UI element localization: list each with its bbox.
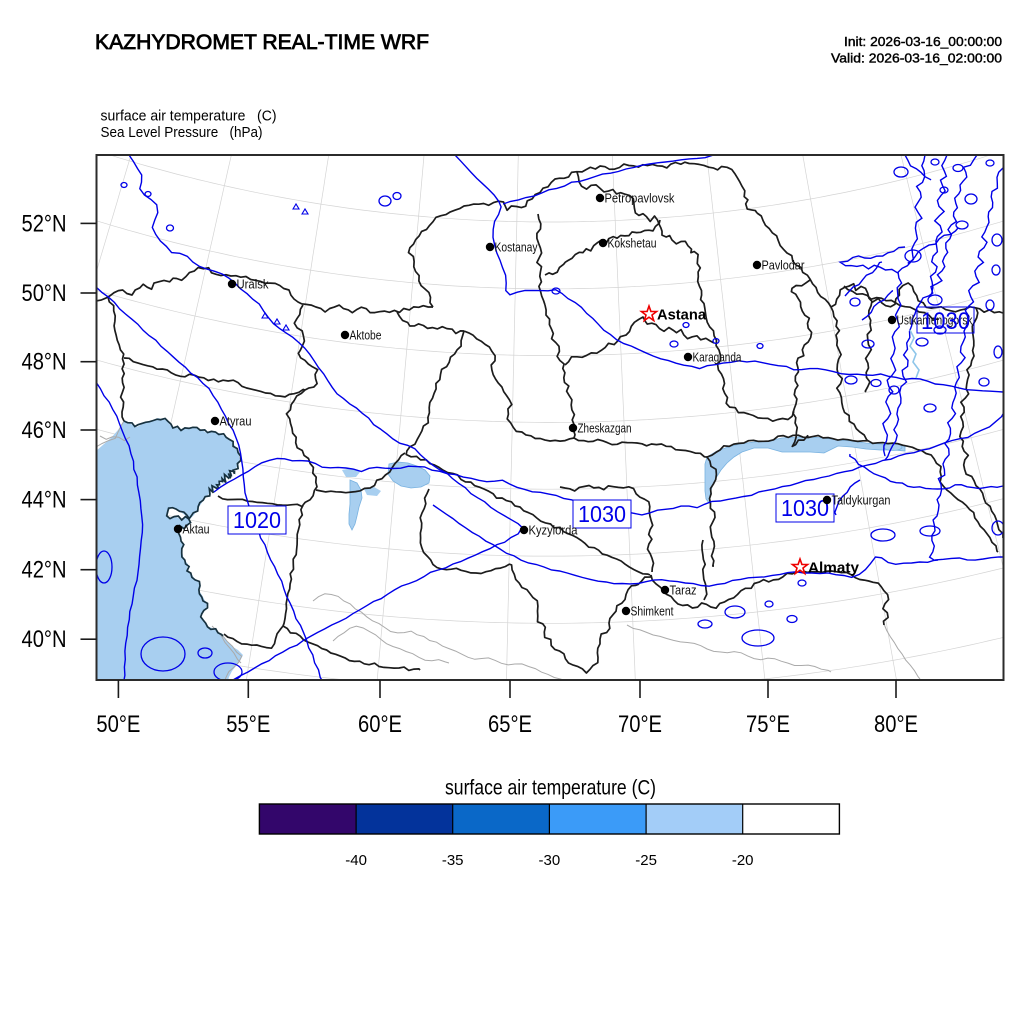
svg-text:50°N: 50°N: [22, 280, 67, 307]
svg-text:1030: 1030: [921, 308, 970, 335]
svg-text:-20: -20: [732, 852, 754, 869]
svg-text:Atyrau: Atyrau: [220, 414, 252, 429]
svg-text:Init: 2026-03-16_00:00:00: Init: 2026-03-16_00:00:00: [844, 35, 1002, 49]
svg-text:Kyzylorda: Kyzylorda: [529, 523, 579, 538]
svg-text:52°N: 52°N: [22, 210, 67, 237]
svg-text:Pavlodar: Pavlodar: [762, 258, 806, 273]
svg-text:75°E: 75°E: [746, 711, 790, 738]
svg-text:Almaty: Almaty: [808, 561, 859, 577]
svg-text:55°E: 55°E: [226, 711, 270, 738]
svg-text:Uralsk: Uralsk: [237, 277, 269, 292]
svg-text:60°E: 60°E: [358, 711, 402, 738]
svg-text:Sea Level Pressure (hPa): Sea Level Pressure (hPa): [101, 125, 263, 141]
svg-text:Petropavlovsk: Petropavlovsk: [605, 191, 675, 206]
svg-text:Ustkamenogorsk: Ustkamenogorsk: [897, 313, 973, 328]
svg-text:Astana: Astana: [657, 308, 707, 324]
svg-text:Karaganda: Karaganda: [693, 350, 743, 365]
svg-text:Taldykurgan: Taldykurgan: [832, 493, 891, 508]
svg-text:46°N: 46°N: [22, 417, 67, 444]
svg-text:Taraz: Taraz: [670, 583, 697, 598]
svg-text:-40: -40: [345, 852, 367, 869]
svg-text:80°E: 80°E: [874, 711, 918, 738]
svg-text:1020: 1020: [233, 507, 281, 533]
svg-text:Aktobe: Aktobe: [350, 328, 382, 343]
svg-text:-25: -25: [635, 852, 657, 869]
svg-text:Valid: 2026-03-16_02:00:00: Valid: 2026-03-16_02:00:00: [831, 52, 1002, 66]
svg-text:1030: 1030: [578, 501, 626, 527]
svg-text:-35: -35: [442, 852, 464, 869]
svg-text:KAZHYDROMET REAL-TIME WRF: KAZHYDROMET REAL-TIME WRF: [95, 30, 429, 54]
svg-text:Shimkent: Shimkent: [631, 604, 674, 619]
svg-text:Kokshetau: Kokshetau: [608, 236, 657, 251]
svg-text:65°E: 65°E: [488, 711, 532, 738]
svg-text:1030: 1030: [781, 495, 829, 521]
svg-text:surface air temperature (C): surface air temperature (C): [101, 109, 277, 125]
svg-text:Zheskazgan: Zheskazgan: [578, 421, 632, 436]
svg-text:70°E: 70°E: [618, 711, 662, 738]
svg-text:-30: -30: [539, 852, 561, 869]
svg-text:Aktau: Aktau: [183, 522, 210, 537]
svg-text:50°E: 50°E: [96, 711, 140, 738]
svg-text:40°N: 40°N: [22, 626, 67, 653]
svg-text:42°N: 42°N: [22, 557, 67, 584]
svg-text:surface air temperature (C): surface air temperature (C): [445, 776, 656, 800]
svg-text:48°N: 48°N: [22, 349, 67, 376]
svg-text:44°N: 44°N: [22, 487, 67, 514]
svg-text:Kostanay: Kostanay: [495, 240, 538, 255]
